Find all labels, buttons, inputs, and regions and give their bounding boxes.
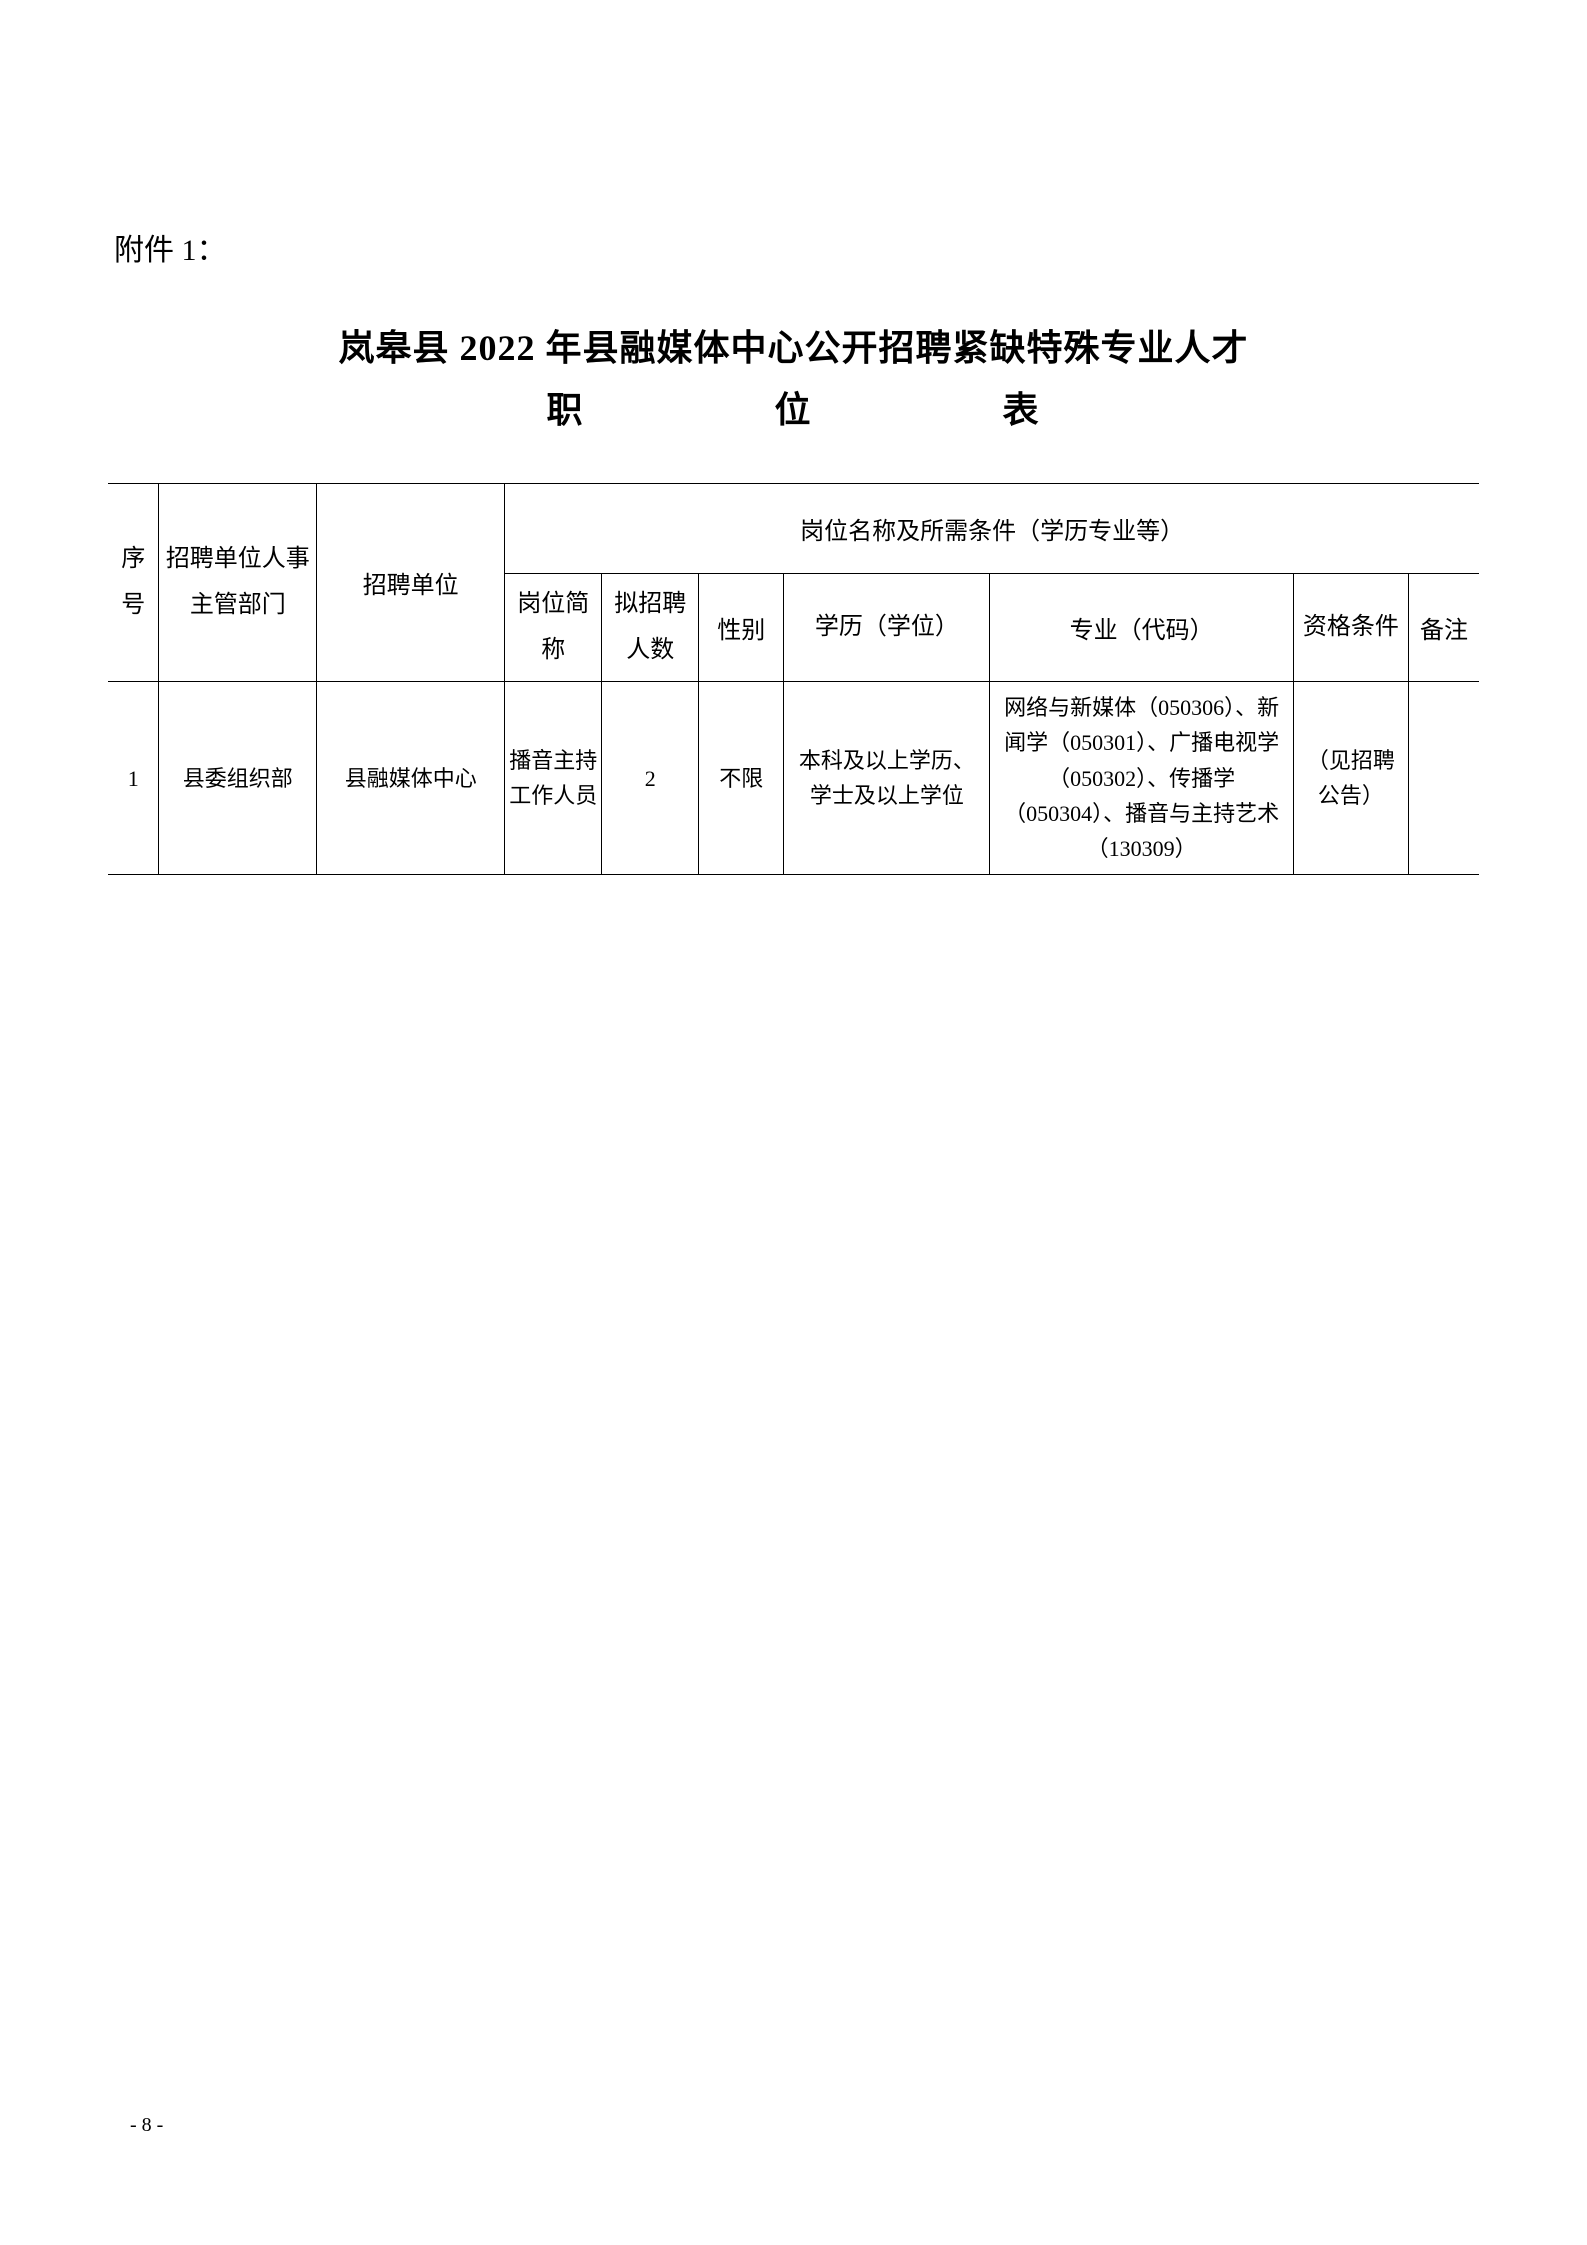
col-header-unit: 招聘单位 xyxy=(317,484,505,682)
cell-position: 播音主持工作人员 xyxy=(505,682,602,875)
cell-note xyxy=(1409,682,1479,875)
cell-unit: 县融媒体中心 xyxy=(317,682,505,875)
attachment-label: 附件 1： xyxy=(108,225,1479,269)
cell-qualification: （见招聘公告） xyxy=(1293,682,1408,875)
position-table: 序号 招聘单位人事主管部门 招聘单位 岗位名称及所需条件（学历专业等） 岗位简称… xyxy=(108,483,1479,875)
main-title-line2: 职 位 表 xyxy=(108,381,1479,433)
col-header-group: 岗位名称及所需条件（学历专业等） xyxy=(505,484,1479,574)
title-char: 职 xyxy=(546,381,584,433)
cell-gender: 不限 xyxy=(699,682,784,875)
cell-count: 2 xyxy=(602,682,699,875)
cell-dept: 县委组织部 xyxy=(159,682,317,875)
title-char: 位 xyxy=(774,381,812,433)
col-header-seq: 序号 xyxy=(108,484,159,682)
table-row: 1 县委组织部 县融媒体中心 播音主持工作人员 2 不限 本科及以上学历、学士及… xyxy=(108,682,1479,875)
col-header-dept: 招聘单位人事主管部门 xyxy=(159,484,317,682)
col-header-qualification: 资格条件 xyxy=(1293,574,1408,682)
page-number: - 8 - xyxy=(130,2114,163,2137)
title-char: 表 xyxy=(1003,381,1041,433)
col-header-note: 备注 xyxy=(1409,574,1479,682)
main-title-line1: 岚皋县 2022 年县融媒体中心公开招聘紧缺特殊专业人才 xyxy=(108,319,1479,371)
col-header-education: 学历（学位） xyxy=(784,574,990,682)
cell-education: 本科及以上学历、学士及以上学位 xyxy=(784,682,990,875)
cell-major: 网络与新媒体（050306）、新闻学（050301）、广播电视学（050302）… xyxy=(990,682,1293,875)
cell-seq: 1 xyxy=(108,682,159,875)
col-header-count: 拟招聘人数 xyxy=(602,574,699,682)
col-header-gender: 性别 xyxy=(699,574,784,682)
col-header-major: 专业（代码） xyxy=(990,574,1293,682)
col-header-position: 岗位简称 xyxy=(505,574,602,682)
